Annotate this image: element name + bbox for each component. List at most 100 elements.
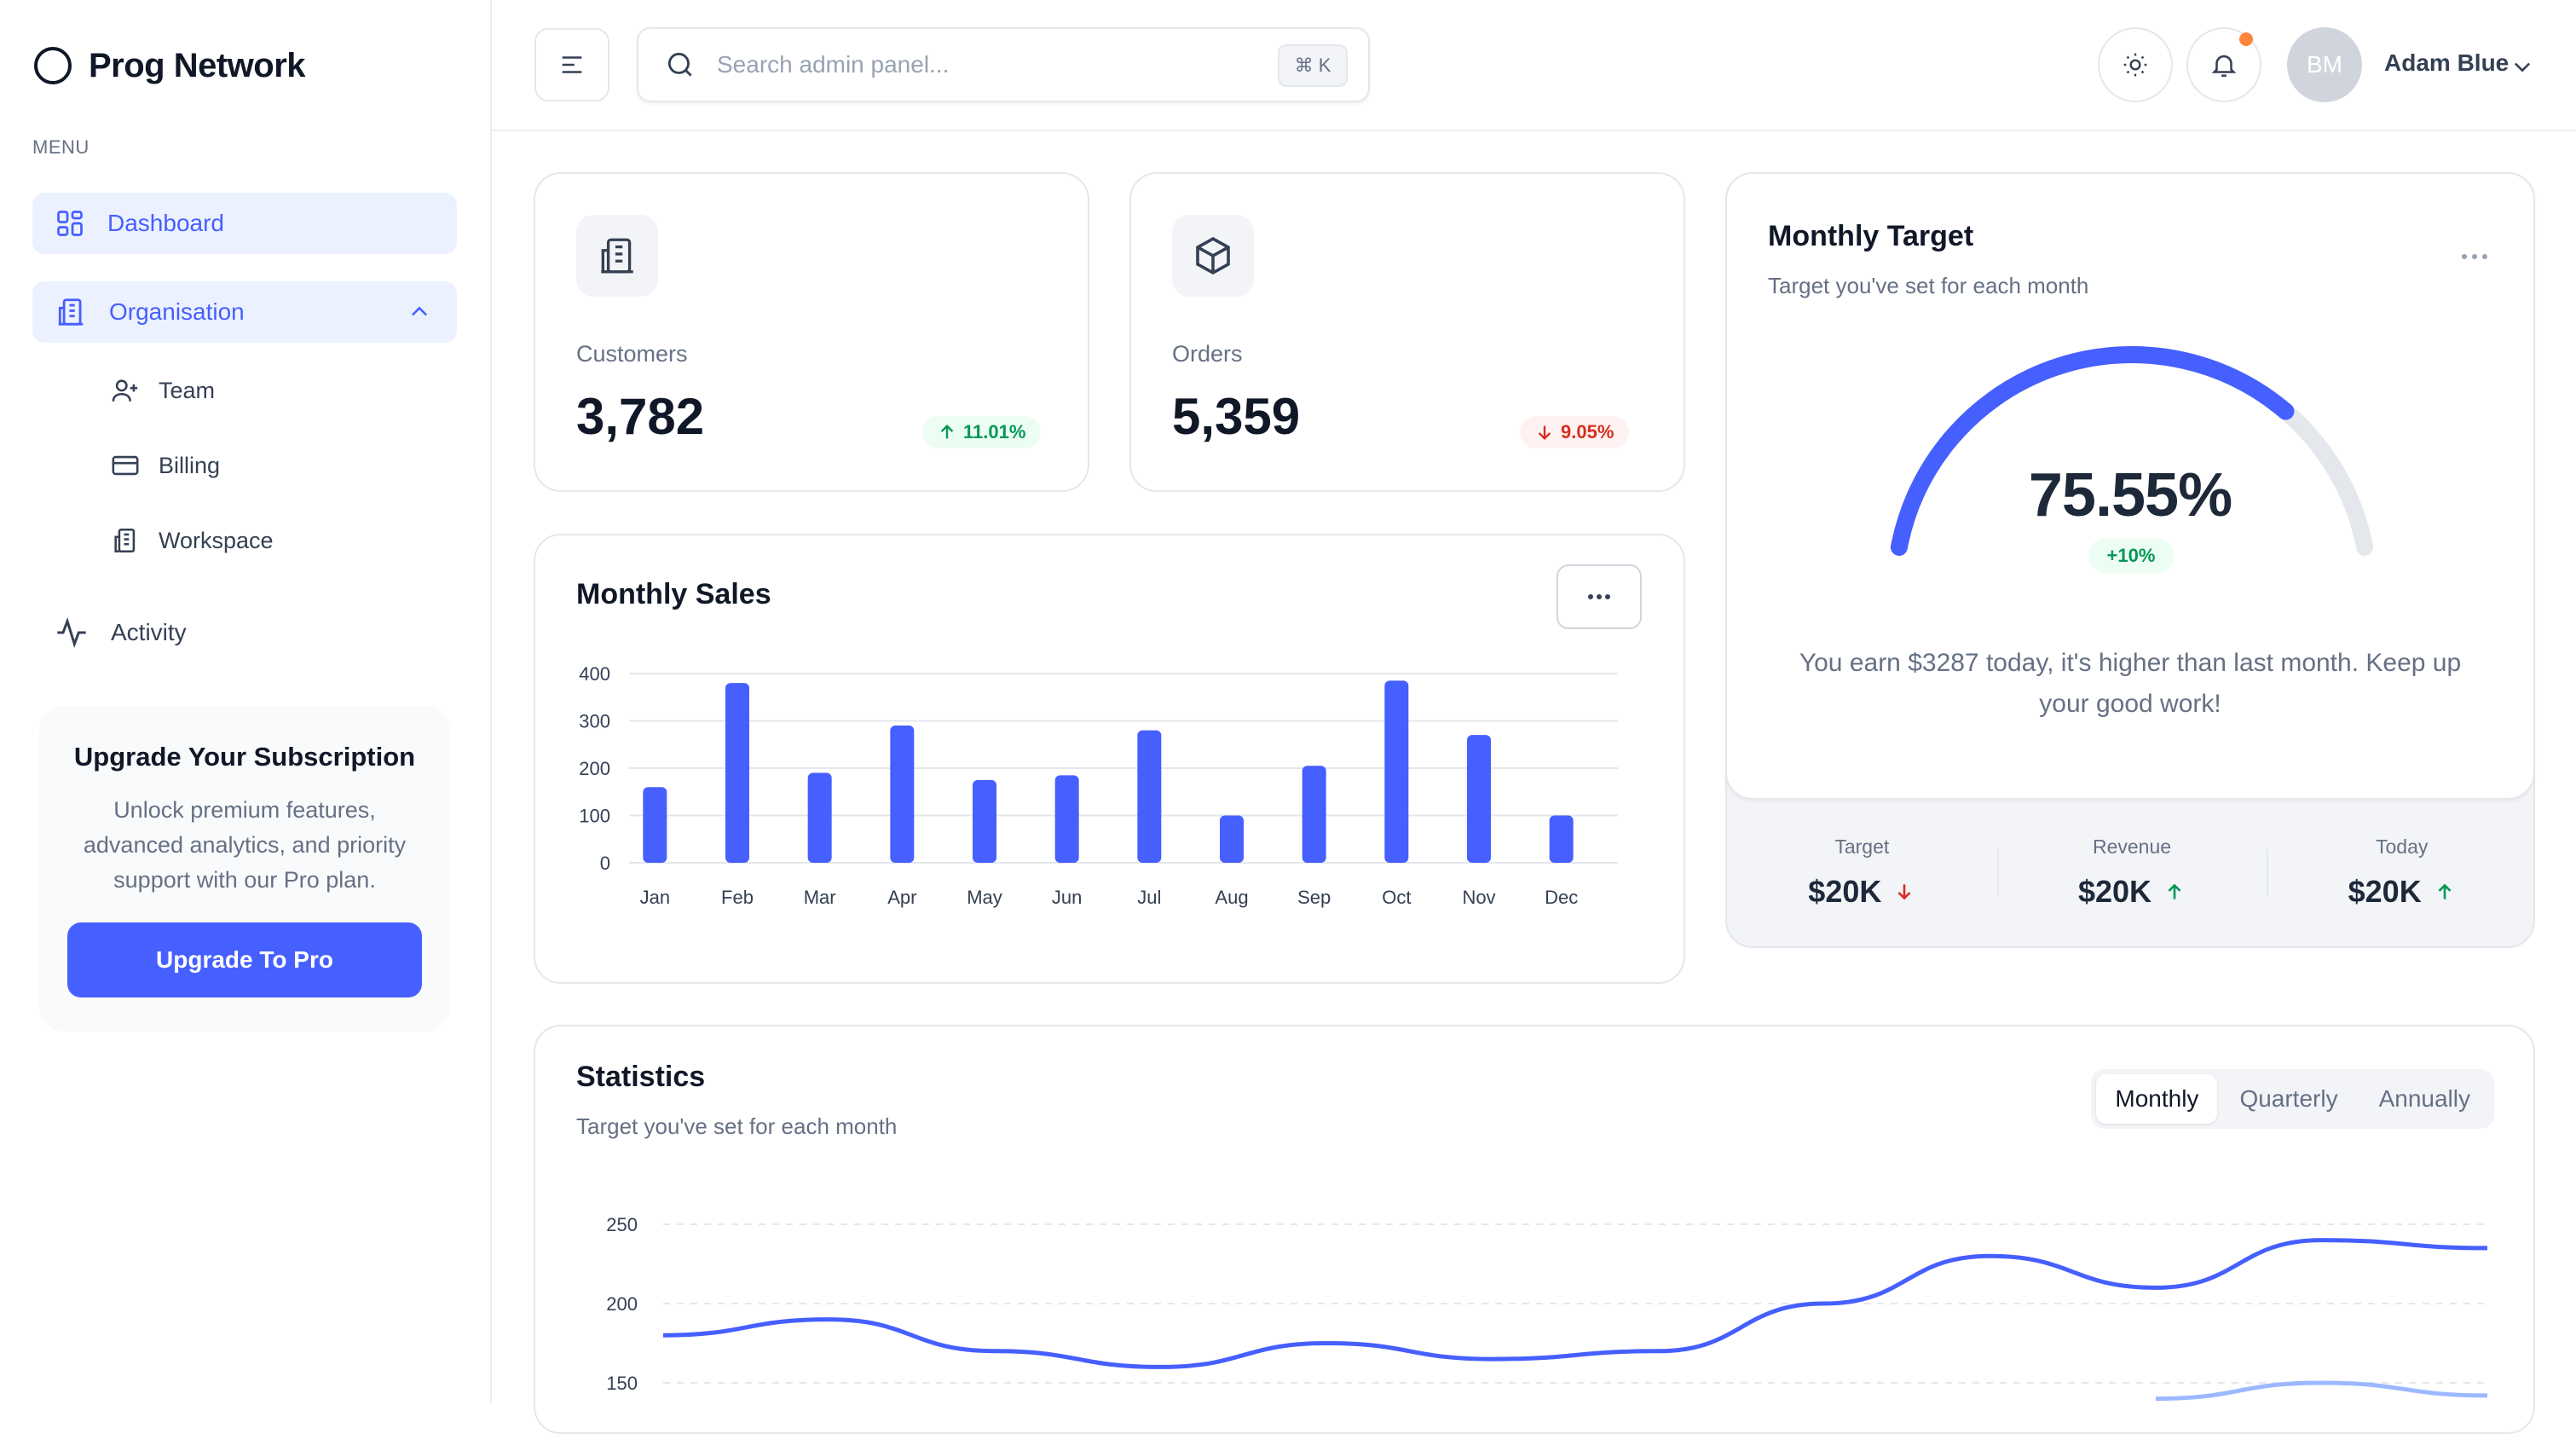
tab-annually[interactable]: Annually xyxy=(2378,1085,2470,1112)
series-line xyxy=(662,1238,2488,1369)
arrow-down-icon xyxy=(1893,881,1915,903)
metric-label: Orders xyxy=(1172,341,1243,367)
stat-revenue: Revenue $20K xyxy=(1996,830,2267,924)
monthly-sales-card: Monthly Sales 0 100 200 300 400 Jan Feb Mar Apr M… xyxy=(534,534,1685,984)
y-tick-label: 100 xyxy=(579,806,610,827)
avatar[interactable]: BM xyxy=(2287,27,2362,102)
bar xyxy=(1302,766,1326,863)
activity-icon xyxy=(55,616,89,650)
metric-value: 3,782 xyxy=(576,388,705,445)
stat-value: $20K xyxy=(2077,874,2152,909)
credit-card-icon xyxy=(111,451,140,480)
stat-label: Revenue xyxy=(2092,836,2172,858)
theme-toggle-button[interactable] xyxy=(2098,27,2173,102)
metric-value: 5,359 xyxy=(1172,388,1301,445)
sidebar-item-label: Activity xyxy=(111,619,187,645)
menu-label: MENU xyxy=(32,136,90,158)
stat-value-wrap: $20K xyxy=(1808,874,1915,910)
brand[interactable]: Prog Network xyxy=(34,44,306,87)
menu-toggle-button[interactable] xyxy=(534,28,609,101)
tab-quarterly[interactable]: Quarterly xyxy=(2239,1085,2338,1112)
stat-target: Target $20K xyxy=(1727,830,1997,924)
sidebar-item-team[interactable]: Team xyxy=(111,369,215,412)
y-tick-label: 0 xyxy=(600,853,610,874)
trend-value: 9.05% xyxy=(1561,421,1614,442)
gauge-change-badge: +10% xyxy=(2088,539,2174,573)
bar xyxy=(1054,775,1079,863)
search-input[interactable] xyxy=(717,51,1245,78)
bar xyxy=(890,726,915,863)
shortcut-badge: ⌘ K xyxy=(1278,44,1348,87)
bar xyxy=(1384,680,1409,863)
gauge-fill xyxy=(1890,346,2295,556)
gauge-percent: 75.55% xyxy=(2028,461,2232,529)
card-title: Statistics xyxy=(576,1061,706,1093)
metric-icon-box xyxy=(1172,215,1254,297)
notifications-button[interactable] xyxy=(2186,27,2261,102)
sidebar-item-activity[interactable]: Activity xyxy=(32,602,457,663)
bar xyxy=(973,779,996,863)
x-tick-label: Jun xyxy=(1052,887,1082,908)
user-name[interactable]: Adam Blue xyxy=(2384,49,2510,76)
bar xyxy=(1467,735,1491,863)
search-icon xyxy=(664,49,696,81)
brand-logo-icon xyxy=(34,47,72,84)
chevron-up-icon[interactable] xyxy=(407,300,431,328)
x-tick-label: May xyxy=(967,887,1002,908)
target-gauge xyxy=(1890,346,2374,556)
box-icon xyxy=(1193,235,1233,276)
upgrade-button[interactable]: Upgrade To Pro xyxy=(67,922,422,997)
chevron-down-icon[interactable] xyxy=(2510,55,2534,78)
trend-badge: 9.05% xyxy=(1520,416,1630,448)
stat-label: Target xyxy=(1834,836,1890,858)
grid-icon xyxy=(55,208,85,239)
search-bar[interactable]: ⌘ K xyxy=(637,27,1370,102)
user-plus-icon xyxy=(111,376,140,405)
upgrade-title: Upgrade Your Subscription xyxy=(73,742,416,772)
trend-value: 11.01% xyxy=(963,421,1026,442)
stat-value: $20K xyxy=(2348,874,2422,909)
period-tabs: Monthly Quarterly Annually xyxy=(2091,1069,2494,1129)
tab-monthly[interactable]: Monthly xyxy=(2096,1074,2218,1124)
x-tick-label: Aug xyxy=(1215,887,1248,908)
y-tick-label: 200 xyxy=(606,1293,638,1315)
bell-icon xyxy=(2209,50,2238,79)
sidebar-item-label: Team xyxy=(159,377,216,403)
card-title: Monthly Sales xyxy=(576,578,771,610)
x-tick-label: Sep xyxy=(1297,887,1331,908)
x-tick-label: Oct xyxy=(1382,887,1411,908)
bar xyxy=(1549,815,1574,863)
notification-dot xyxy=(2239,32,2253,46)
sidebar-item-organisation[interactable]: Organisation xyxy=(32,281,457,343)
bar xyxy=(1137,730,1162,863)
bar xyxy=(643,787,667,863)
bar xyxy=(725,683,749,863)
sidebar-item-label: Billing xyxy=(159,452,221,478)
sidebar-item-label: Workspace xyxy=(159,527,274,553)
sun-icon xyxy=(2122,51,2149,78)
bar xyxy=(1220,815,1244,863)
more-options-button[interactable] xyxy=(1557,564,1642,629)
stat-value-wrap: $20K xyxy=(2078,874,2186,910)
arrow-up-icon xyxy=(2163,881,2186,903)
y-tick-label: 300 xyxy=(579,711,610,732)
y-tick-label: 150 xyxy=(606,1373,638,1394)
stat-value: $20K xyxy=(1808,874,1882,909)
monthly-target-card: Monthly Target Target you've set for eac… xyxy=(1725,172,2535,800)
y-tick-label: 250 xyxy=(606,1214,638,1235)
stat-value-wrap: $20K xyxy=(2348,874,2456,910)
arrow-up-icon xyxy=(2434,881,2456,903)
sidebar-item-billing[interactable]: Billing xyxy=(111,444,220,487)
customers-card: Customers 3,782 11.01% xyxy=(534,172,1089,492)
sidebar-item-workspace[interactable]: Workspace xyxy=(111,519,274,562)
trend-badge: 11.01% xyxy=(922,416,1042,448)
series-line xyxy=(2155,1380,2488,1402)
building-icon xyxy=(111,526,140,555)
sidebar-item-dashboard[interactable]: Dashboard xyxy=(32,193,457,254)
more-horizontal-icon xyxy=(1586,593,1612,601)
more-horizontal-icon[interactable] xyxy=(2460,252,2489,261)
metric-icon-box xyxy=(576,215,658,297)
upgrade-text: Unlock premium features, advanced analyt… xyxy=(83,797,407,893)
card-title: Monthly Target xyxy=(1768,220,1974,252)
sidebar-item-label: Dashboard xyxy=(107,210,224,236)
